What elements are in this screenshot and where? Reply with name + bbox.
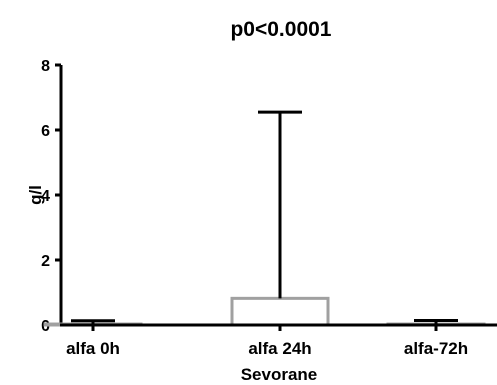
y-tick-label: 2: [41, 253, 50, 270]
y-tick-label: 8: [41, 58, 50, 75]
plot-area: 0 2 4 6 8 alfa 0h alfa 24h alfa-72h: [41, 58, 497, 358]
y-axis-label: g/l: [26, 185, 45, 205]
bar: [230, 296, 330, 327]
y-tick-label: 0: [41, 318, 50, 335]
x-tick-label: alfa-72h: [404, 339, 468, 358]
x-tick-label: alfa 0h: [66, 339, 120, 358]
y-tick-label: 6: [41, 123, 50, 140]
x-tick-label: alfa 24h: [248, 339, 311, 358]
chart-title: p0<0.0001: [230, 18, 331, 41]
x-axis-label: Sevorane: [241, 365, 318, 384]
y-tick-label: 4: [41, 188, 50, 205]
